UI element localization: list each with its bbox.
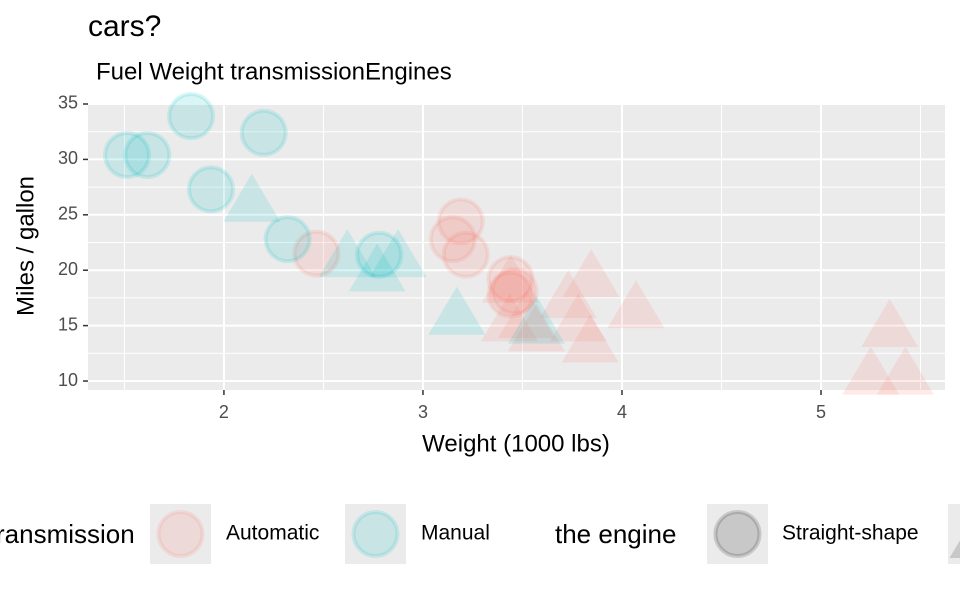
legend-key <box>345 504 406 564</box>
point <box>561 314 619 363</box>
point <box>482 254 540 303</box>
point <box>369 229 427 278</box>
point <box>186 165 235 214</box>
y-tick-label: 35 <box>58 93 78 113</box>
x-tick-label: 4 <box>617 402 627 422</box>
legend-key <box>150 504 211 564</box>
legend-title: ransmission <box>0 519 135 549</box>
point <box>539 270 597 319</box>
axes: 2 3 4 5 10 15 20 25 30 35 <box>58 93 826 422</box>
y-tick-label: 15 <box>58 314 78 334</box>
point <box>486 270 535 319</box>
point <box>497 290 555 339</box>
legend-symbol <box>713 510 762 558</box>
point <box>348 243 406 292</box>
y-tick-label: 25 <box>58 204 78 224</box>
point <box>549 293 607 342</box>
legend-title: the engine <box>555 519 676 549</box>
chart-title: cars? <box>88 10 161 43</box>
point <box>292 229 341 278</box>
point <box>436 197 485 246</box>
point <box>223 173 281 222</box>
point <box>507 303 565 352</box>
legend-symbol <box>949 540 960 558</box>
point <box>562 249 620 298</box>
legend-symbol <box>156 510 205 558</box>
point <box>428 286 486 335</box>
x-tick-label: 3 <box>418 402 428 422</box>
point <box>318 229 376 278</box>
point <box>441 230 490 279</box>
point <box>167 92 216 141</box>
legend-label: Manual <box>421 522 490 545</box>
y-axis-title: Miles / gallon <box>12 176 39 316</box>
point <box>607 280 665 329</box>
y-tick-label: 20 <box>58 259 78 279</box>
point <box>263 215 312 264</box>
point <box>486 255 535 304</box>
point <box>842 346 900 395</box>
legend-key <box>707 504 768 564</box>
point <box>103 130 152 179</box>
point <box>490 267 539 316</box>
point <box>507 295 565 344</box>
point <box>876 346 934 395</box>
x-tick-label: 5 <box>816 402 826 422</box>
point <box>481 293 539 342</box>
plot-panel <box>88 103 945 390</box>
grid <box>88 102 945 390</box>
point <box>123 130 172 179</box>
point <box>355 230 404 279</box>
y-tick-label: 10 <box>58 370 78 390</box>
point <box>239 108 288 157</box>
point <box>861 298 919 347</box>
y-tick-label: 30 <box>58 148 78 168</box>
point <box>428 215 477 264</box>
chart-subtitle: Fuel Weight transmissionEngines <box>96 58 452 85</box>
x-axis-title: Weight (1000 lbs) <box>422 430 610 457</box>
x-tick-label: 2 <box>219 402 229 422</box>
legend: ransmission the engine Automatic Manual St… <box>0 504 960 564</box>
legend-label: Automatic <box>226 522 319 545</box>
legend-symbol <box>351 510 400 558</box>
points <box>103 92 934 395</box>
legend-label: Straight-shape <box>782 522 919 545</box>
legend-key <box>948 504 960 564</box>
